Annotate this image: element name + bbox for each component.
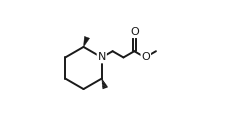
Text: O: O: [142, 52, 150, 62]
Text: N: N: [98, 52, 106, 62]
Polygon shape: [84, 36, 89, 47]
Text: O: O: [130, 27, 139, 37]
